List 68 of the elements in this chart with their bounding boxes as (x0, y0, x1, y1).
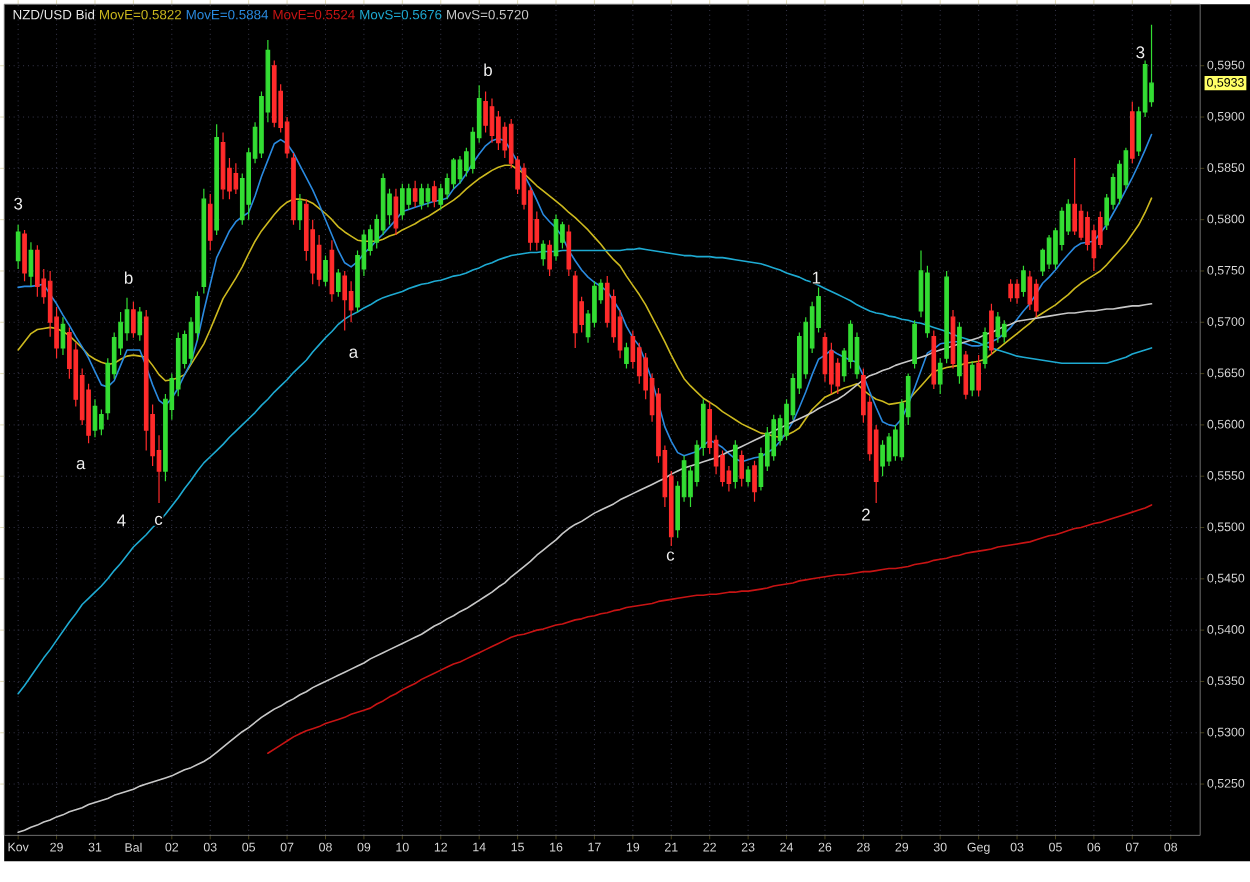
candlestick (335, 268, 341, 298)
candlestick (214, 124, 219, 237)
candlestick (912, 320, 917, 370)
candlestick (752, 460, 757, 503)
candlestick (220, 132, 226, 201)
candlestick (1033, 278, 1039, 319)
candlestick (425, 183, 431, 209)
candlestick (989, 303, 994, 357)
candlestick (931, 330, 937, 390)
candlestick (963, 350, 969, 401)
candlestick (297, 193, 303, 231)
candlestick (35, 245, 40, 298)
candlestick (566, 224, 572, 278)
candlestick (419, 183, 424, 211)
candlestick (400, 183, 405, 221)
candlestick (1001, 320, 1007, 344)
candlestick (412, 180, 418, 209)
candlestick (22, 229, 27, 283)
annotation: 3 (14, 198, 23, 211)
annotation: a (76, 460, 86, 470)
candlestick (28, 242, 34, 288)
candlestick (1046, 234, 1052, 270)
candlestick (323, 255, 328, 288)
annotation: 1 (812, 272, 821, 284)
candlestick (201, 188, 207, 295)
candlestick (950, 309, 956, 370)
candlestick (60, 316, 66, 357)
candlestick (976, 354, 981, 398)
candlestick (271, 60, 277, 129)
candlestick (131, 301, 136, 339)
candlestick (342, 270, 348, 332)
annotation: a (349, 349, 359, 359)
candlestick (1008, 278, 1013, 303)
candlestick (995, 311, 1001, 344)
annotation: b (124, 271, 133, 285)
annotation: 3 (1136, 46, 1145, 59)
candlestick (92, 399, 98, 439)
candlestick (457, 155, 463, 185)
candlestick (1072, 157, 1078, 237)
candlestick (15, 224, 21, 270)
candlestick (745, 465, 751, 488)
candlestick (1014, 278, 1020, 305)
candlestick (1129, 101, 1135, 165)
candlestick (732, 440, 738, 490)
candlestick (969, 361, 975, 398)
candlestick (1021, 265, 1026, 298)
candlestick (432, 180, 437, 209)
candlestick (982, 327, 988, 370)
candlestick (553, 214, 559, 262)
annotation: 4 (117, 514, 126, 527)
candlestick (137, 306, 143, 342)
candlestick (540, 239, 546, 267)
candlestick (957, 322, 962, 385)
candlestick (207, 193, 213, 252)
candlestick (880, 440, 885, 478)
candlestick (329, 239, 335, 303)
candlestick (624, 342, 629, 370)
candlestick (393, 188, 399, 237)
annotation: 2 (862, 508, 870, 521)
candlestick (739, 450, 745, 488)
candlestick (547, 239, 552, 278)
candlestick (489, 98, 495, 144)
candlestick (572, 270, 578, 349)
candlestick (233, 163, 239, 195)
annotation: c (154, 516, 163, 526)
annotation: b (484, 63, 492, 77)
candlestick (1027, 270, 1033, 311)
annotation: c (666, 551, 675, 562)
